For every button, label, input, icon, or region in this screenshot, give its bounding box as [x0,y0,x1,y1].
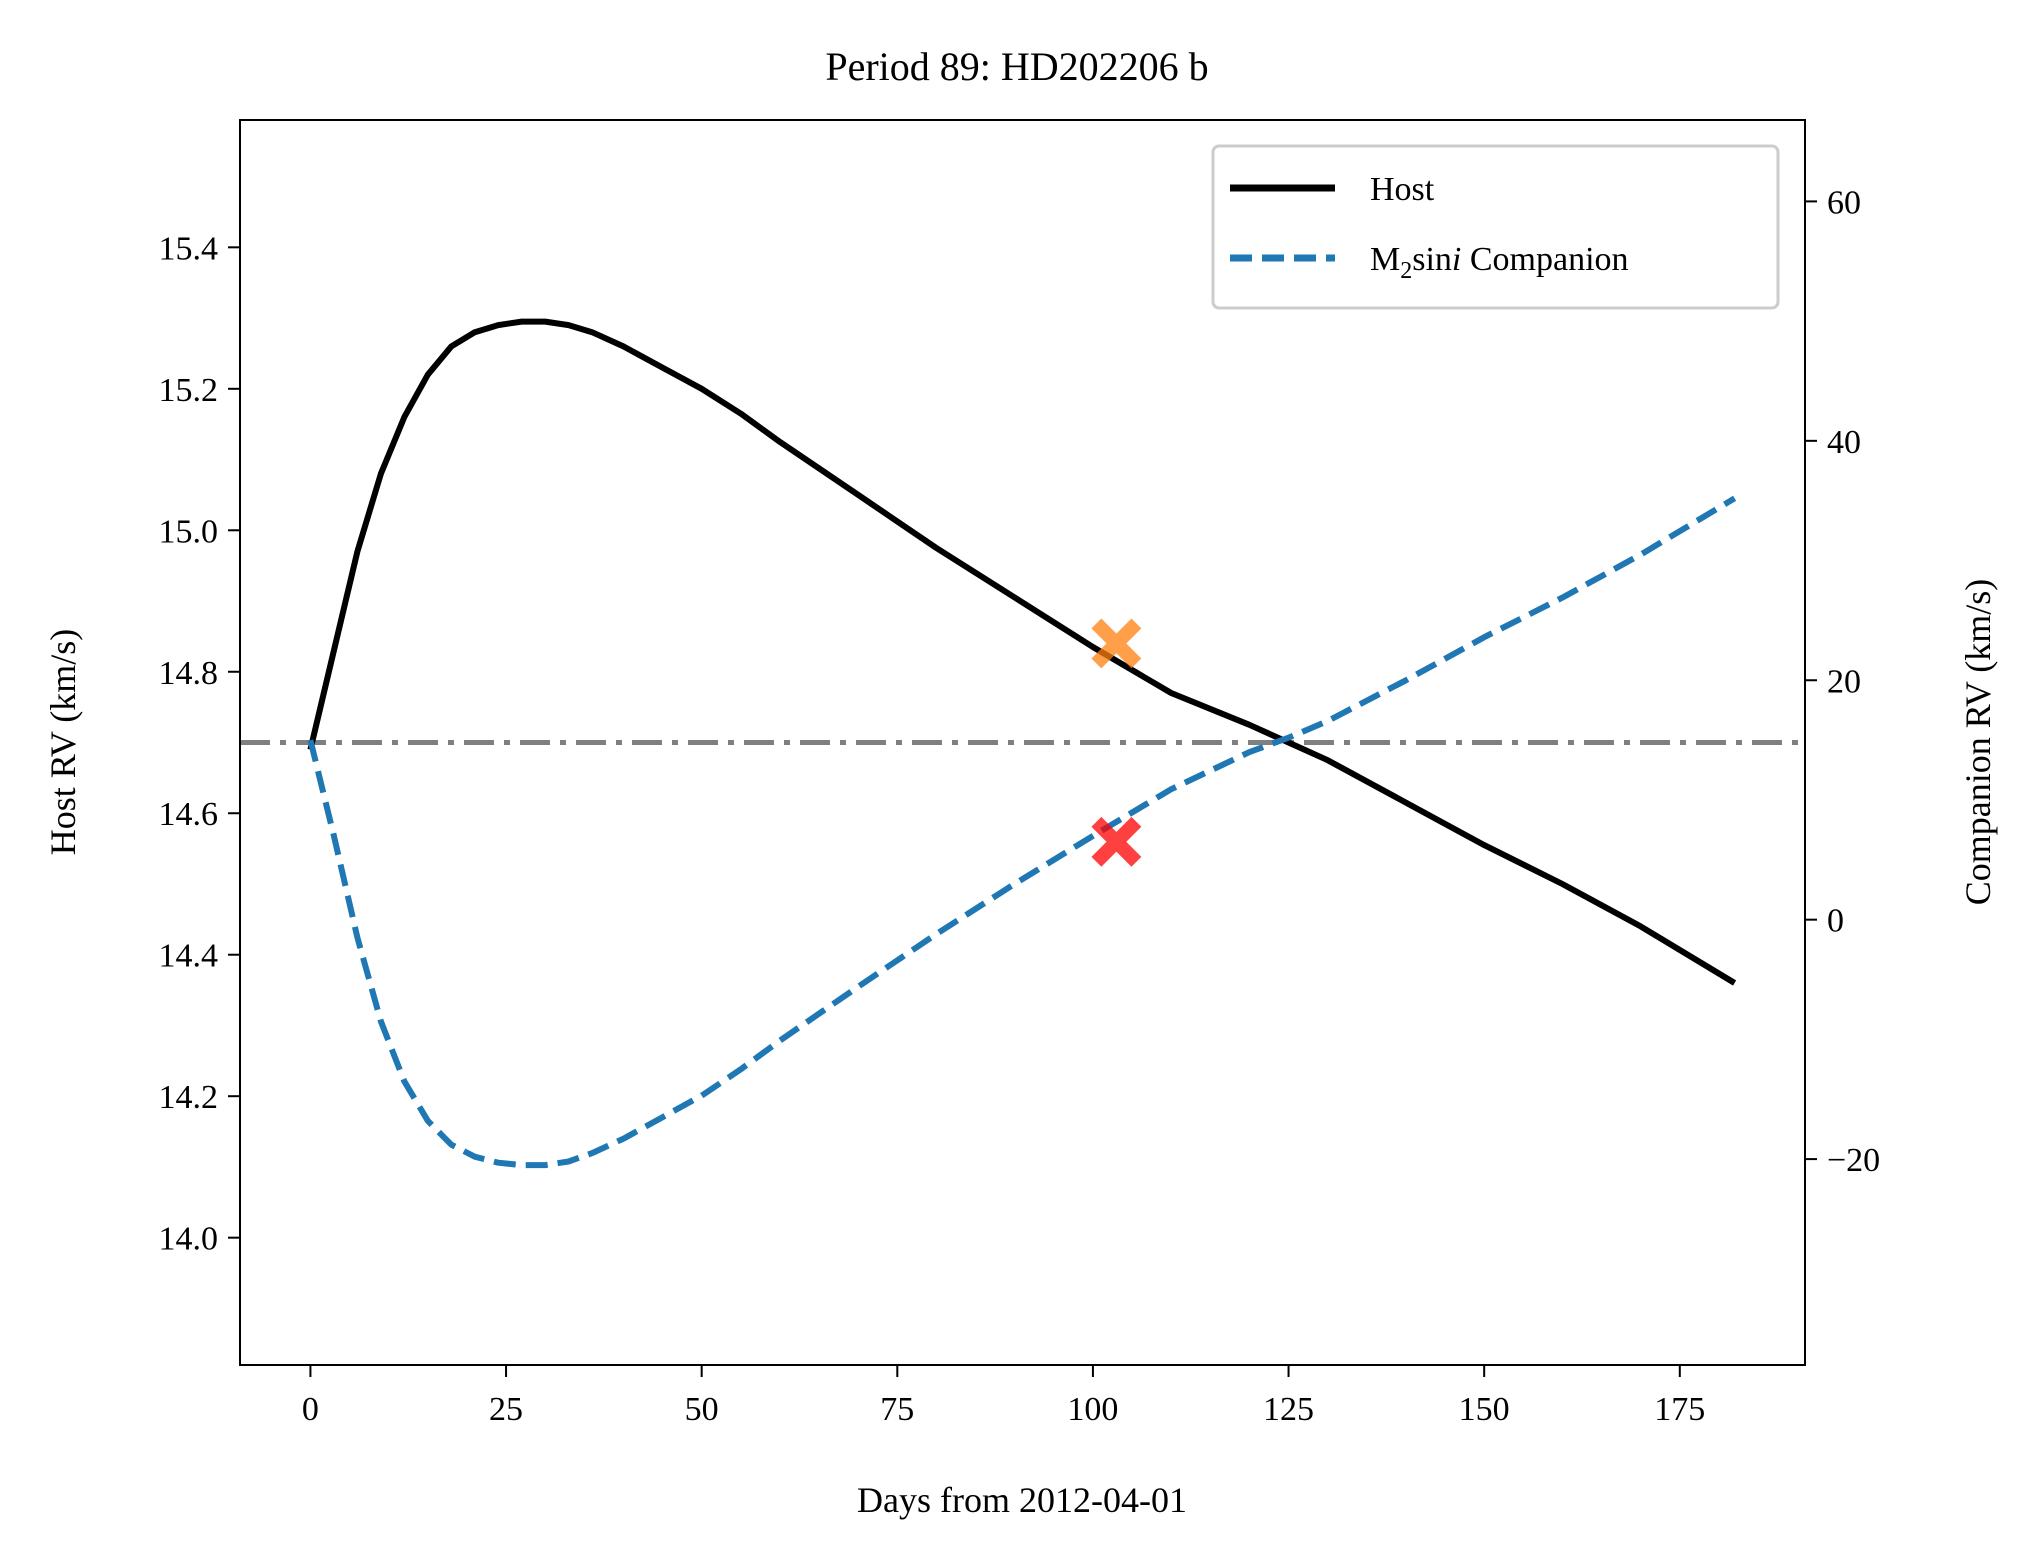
right-y-tick-label: 0 [1827,903,1844,940]
x-axis: 0 25 50 75 100 125 150 175 [302,1365,1705,1428]
companion-observation-marker [1091,816,1142,867]
chart-title: Period 89: HD202206 b [825,44,1208,89]
x-tick-label: 100 [1067,1391,1118,1428]
right-y-tick-label: 20 [1827,663,1861,700]
left-y-tick-label: 14.0 [159,1221,219,1258]
left-y-tick-label: 15.4 [159,230,219,267]
plot-frame [239,119,1806,1366]
right-y-axis-label: Companion RV (km/s) [1958,579,1998,905]
left-y-axis: 14.0 14.2 14.4 14.6 14.8 15.0 15.2 15.4 [159,230,240,1258]
x-tick-label: 0 [302,1391,319,1428]
legend-host-label: Host [1370,171,1435,208]
x-tick-label: 25 [489,1391,523,1428]
x-tick-label: 50 [685,1391,719,1428]
companion-rv-line [307,495,1737,1169]
host-rv-line [307,318,1737,986]
x-tick-label: 150 [1459,1391,1510,1428]
plot-area [240,318,1805,1169]
x-tick-label: 125 [1263,1391,1314,1428]
legend-companion-label: M2sini Companion [1370,241,1629,284]
left-y-axis-label: Host RV (km/s) [43,629,83,855]
legend: Host M2sini Companion [1211,144,1780,310]
host-observation-marker [1091,618,1142,669]
x-tick-label: 175 [1654,1391,1705,1428]
right-y-tick-label: 40 [1827,424,1861,461]
x-tick-label: 75 [880,1391,914,1428]
x-axis-label: Days from 2012-04-01 [857,1480,1187,1520]
legend-box [1211,144,1780,310]
left-y-tick-label: 14.8 [159,655,219,692]
left-y-tick-label: 14.4 [159,938,219,975]
right-y-tick-label: −20 [1827,1142,1880,1179]
right-y-tick-label: 60 [1827,184,1861,221]
left-y-tick-label: 15.2 [159,372,219,409]
left-y-tick-label: 14.6 [159,796,219,833]
left-y-tick-label: 14.2 [159,1079,219,1116]
left-y-tick-label: 15.0 [159,513,219,550]
right-y-axis: −20 0 20 40 60 [1805,184,1880,1179]
